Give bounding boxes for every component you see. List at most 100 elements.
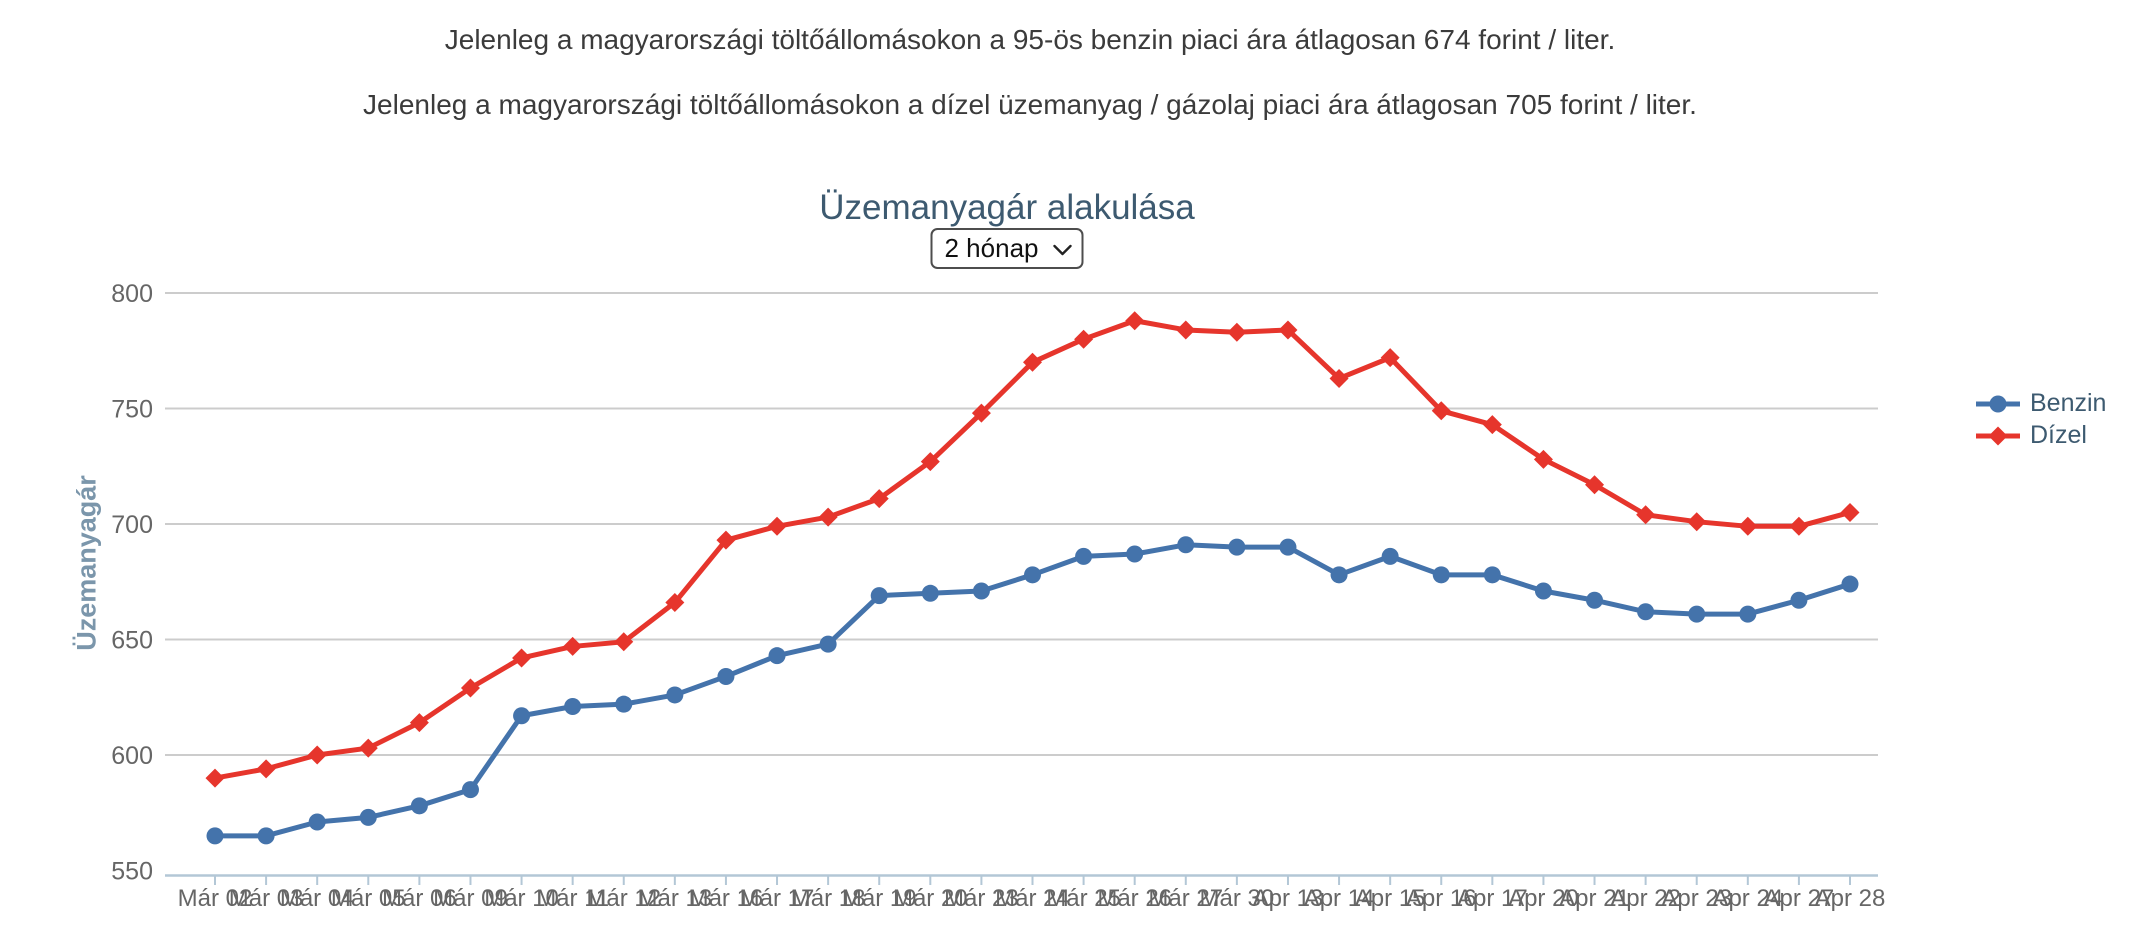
- data-point[interactable]: [1126, 545, 1144, 563]
- y-tick-label: 750: [111, 396, 153, 424]
- data-point[interactable]: [512, 648, 532, 668]
- data-point[interactable]: [256, 759, 276, 779]
- data-point[interactable]: [1278, 320, 1298, 340]
- x-tick-label: Apr 22: [1610, 885, 1681, 912]
- data-point[interactable]: [563, 636, 583, 656]
- data-point[interactable]: [205, 768, 225, 788]
- data-point[interactable]: [1329, 368, 1349, 388]
- data-point[interactable]: [1789, 516, 1809, 536]
- x-tick-label: Már 05: [331, 885, 406, 912]
- x-tick-label: Apr 21: [1559, 885, 1630, 912]
- data-point[interactable]: [308, 813, 326, 831]
- data-point[interactable]: [1431, 401, 1451, 421]
- data-point[interactable]: [461, 781, 479, 799]
- data-point[interactable]: [1330, 566, 1348, 584]
- x-tick-label: Már 26: [1097, 885, 1172, 912]
- x-tick-label: Apr 27: [1764, 885, 1835, 912]
- data-point[interactable]: [1636, 505, 1656, 525]
- data-point[interactable]: [1023, 352, 1042, 372]
- y-tick-label: 600: [111, 742, 153, 770]
- x-tick-label: Már 13: [637, 885, 712, 912]
- data-point[interactable]: [1227, 322, 1247, 342]
- data-point[interactable]: [1381, 547, 1399, 565]
- data-point[interactable]: [717, 667, 735, 685]
- data-point[interactable]: [870, 587, 888, 605]
- benzin-price-summary: Jelenleg a magyarországi töltőállomásoko…: [444, 24, 1616, 55]
- x-tick-label: Már 02: [178, 885, 253, 912]
- benzin-marker-icon: [1976, 395, 2020, 412]
- data-point[interactable]: [767, 516, 787, 536]
- data-point[interactable]: [1841, 575, 1859, 593]
- x-tick-label: Apr 15: [1355, 885, 1426, 912]
- x-tick-label: Apr 20: [1508, 885, 1579, 912]
- data-point[interactable]: [1228, 538, 1246, 556]
- data-point[interactable]: [1790, 591, 1808, 609]
- data-point[interactable]: [1688, 605, 1706, 623]
- x-tick-label: Már 24: [995, 885, 1070, 912]
- data-point[interactable]: [1482, 415, 1502, 435]
- data-point[interactable]: [307, 745, 327, 765]
- timeframe-select[interactable]: 2 hónap: [930, 228, 1084, 269]
- data-point[interactable]: [614, 632, 634, 652]
- data-point[interactable]: [971, 403, 991, 423]
- data-point[interactable]: [359, 808, 377, 826]
- y-tick-label: 700: [111, 511, 153, 539]
- data-point[interactable]: [768, 647, 786, 665]
- data-point[interactable]: [1380, 348, 1400, 368]
- data-point[interactable]: [1840, 502, 1860, 522]
- data-point[interactable]: [819, 635, 837, 653]
- data-point[interactable]: [869, 489, 889, 509]
- data-point[interactable]: [410, 797, 428, 815]
- data-point[interactable]: [409, 713, 429, 733]
- data-point[interactable]: [665, 593, 685, 613]
- data-point[interactable]: [1125, 311, 1145, 331]
- data-point[interactable]: [1637, 603, 1655, 621]
- data-point[interactable]: [257, 827, 275, 845]
- x-tick-label: Már 20: [893, 885, 968, 912]
- data-point[interactable]: [1533, 449, 1553, 469]
- data-point[interactable]: [1176, 320, 1196, 340]
- data-point[interactable]: [1024, 566, 1041, 584]
- data-point[interactable]: [972, 582, 990, 600]
- data-point[interactable]: [1585, 475, 1605, 495]
- x-tick-label: Apr 14: [1304, 885, 1375, 912]
- data-point[interactable]: [1534, 582, 1552, 600]
- x-tick-label: Már 11: [536, 885, 609, 912]
- data-point[interactable]: [460, 678, 480, 698]
- x-tick-label: Apr 13: [1253, 885, 1324, 912]
- legend-item-dízel[interactable]: Dízel: [1975, 421, 2106, 450]
- data-point[interactable]: [666, 686, 684, 704]
- data-point[interactable]: [1177, 536, 1195, 554]
- data-point[interactable]: [1739, 605, 1757, 623]
- x-tick-label: Már 25: [1046, 885, 1121, 912]
- data-point[interactable]: [716, 530, 736, 550]
- data-point[interactable]: [358, 738, 378, 758]
- data-point[interactable]: [206, 827, 224, 845]
- y-tick-label: 650: [111, 627, 153, 655]
- data-point[interactable]: [564, 697, 582, 715]
- y-tick-label: 550: [111, 858, 153, 886]
- data-point[interactable]: [1483, 566, 1501, 584]
- x-tick-label: Már 17: [740, 885, 815, 912]
- data-point[interactable]: [615, 695, 633, 713]
- data-point[interactable]: [1074, 329, 1094, 349]
- data-point[interactable]: [1586, 591, 1604, 609]
- x-tick-label: Már 19: [842, 885, 917, 912]
- dizel-price-summary: Jelenleg a magyarországi töltőállomásoko…: [363, 89, 1697, 120]
- data-point[interactable]: [1432, 566, 1450, 584]
- data-point[interactable]: [1687, 512, 1707, 532]
- data-point[interactable]: [921, 584, 939, 602]
- series-line-dízel: [212, 318, 1853, 781]
- x-tick-label: Apr 16: [1406, 885, 1477, 912]
- data-point[interactable]: [920, 452, 940, 472]
- data-point[interactable]: [1279, 538, 1297, 556]
- legend-item-benzin[interactable]: Benzin: [1975, 389, 2106, 418]
- data-point[interactable]: [1738, 516, 1758, 536]
- data-point[interactable]: [818, 507, 838, 527]
- data-point[interactable]: [1075, 547, 1093, 565]
- x-tick-label: Már 06: [382, 885, 457, 912]
- legend-label: Dízel: [2030, 421, 2087, 449]
- data-point[interactable]: [513, 707, 531, 725]
- x-tick-label: Már 03: [229, 885, 304, 912]
